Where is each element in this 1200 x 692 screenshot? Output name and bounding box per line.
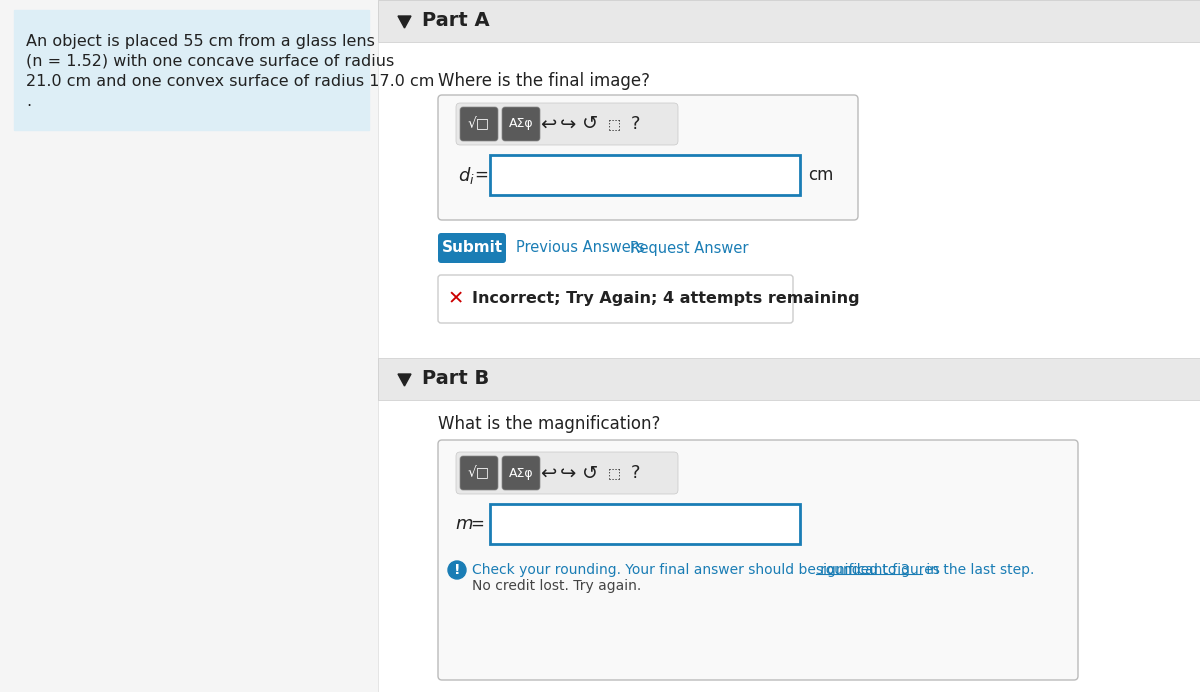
Text: =: = bbox=[470, 515, 484, 533]
Text: Part B: Part B bbox=[422, 370, 490, 388]
Text: ↪: ↪ bbox=[560, 114, 576, 134]
Text: $m$: $m$ bbox=[455, 515, 473, 533]
Text: $d_i$: $d_i$ bbox=[458, 165, 475, 185]
Text: ⬚: ⬚ bbox=[607, 117, 620, 131]
Text: =: = bbox=[474, 166, 488, 184]
Bar bbox=[378, 0, 1200, 692]
Text: ✕: ✕ bbox=[448, 289, 464, 309]
Text: in the last step.: in the last step. bbox=[922, 563, 1034, 577]
Text: 21.0 cm and one convex surface of radius 17.0 cm: 21.0 cm and one convex surface of radius… bbox=[26, 74, 434, 89]
Bar bbox=[14, 10, 370, 130]
FancyBboxPatch shape bbox=[456, 452, 678, 494]
Text: ↺: ↺ bbox=[582, 114, 598, 134]
Text: (n = 1.52) with one concave surface of radius: (n = 1.52) with one concave surface of r… bbox=[26, 54, 395, 69]
Text: .: . bbox=[26, 94, 31, 109]
FancyBboxPatch shape bbox=[502, 107, 540, 141]
Polygon shape bbox=[398, 16, 410, 28]
Text: ?: ? bbox=[631, 115, 641, 133]
FancyBboxPatch shape bbox=[456, 103, 678, 145]
Text: No credit lost. Try again.: No credit lost. Try again. bbox=[472, 579, 641, 593]
FancyBboxPatch shape bbox=[438, 440, 1078, 680]
FancyBboxPatch shape bbox=[460, 107, 498, 141]
Text: Submit: Submit bbox=[442, 241, 503, 255]
FancyBboxPatch shape bbox=[460, 456, 498, 490]
Text: Where is the final image?: Where is the final image? bbox=[438, 72, 650, 90]
FancyBboxPatch shape bbox=[502, 456, 540, 490]
Text: Request Answer: Request Answer bbox=[630, 241, 749, 255]
Text: ?: ? bbox=[631, 464, 641, 482]
Text: Check your rounding. Your final answer should be rounded to 3: Check your rounding. Your final answer s… bbox=[472, 563, 914, 577]
Bar bbox=[490, 155, 800, 195]
Text: √□: √□ bbox=[468, 466, 490, 480]
Text: significant figures: significant figures bbox=[816, 563, 940, 577]
Text: cm: cm bbox=[808, 166, 833, 184]
Text: ↺: ↺ bbox=[582, 464, 598, 482]
Bar bbox=[378, 358, 1200, 400]
Circle shape bbox=[448, 561, 466, 579]
Polygon shape bbox=[398, 374, 410, 386]
Text: What is the magnification?: What is the magnification? bbox=[438, 415, 660, 433]
Text: ↩: ↩ bbox=[540, 464, 556, 482]
Text: !: ! bbox=[454, 563, 461, 577]
Text: ΑΣφ: ΑΣφ bbox=[509, 118, 533, 131]
FancyBboxPatch shape bbox=[438, 275, 793, 323]
FancyBboxPatch shape bbox=[438, 95, 858, 220]
FancyBboxPatch shape bbox=[438, 233, 506, 263]
Text: An object is placed 55 cm from a glass lens: An object is placed 55 cm from a glass l… bbox=[26, 34, 374, 49]
Text: ΑΣφ: ΑΣφ bbox=[509, 466, 533, 480]
Bar bbox=[378, 0, 1200, 42]
Text: Part A: Part A bbox=[422, 12, 490, 30]
Text: √□: √□ bbox=[468, 117, 490, 131]
Text: Incorrect; Try Again; 4 attempts remaining: Incorrect; Try Again; 4 attempts remaini… bbox=[472, 291, 859, 307]
Text: Previous Answers: Previous Answers bbox=[516, 241, 644, 255]
Text: ↪: ↪ bbox=[560, 464, 576, 482]
Text: ⬚: ⬚ bbox=[607, 466, 620, 480]
Bar bbox=[490, 504, 800, 544]
Text: ↩: ↩ bbox=[540, 114, 556, 134]
